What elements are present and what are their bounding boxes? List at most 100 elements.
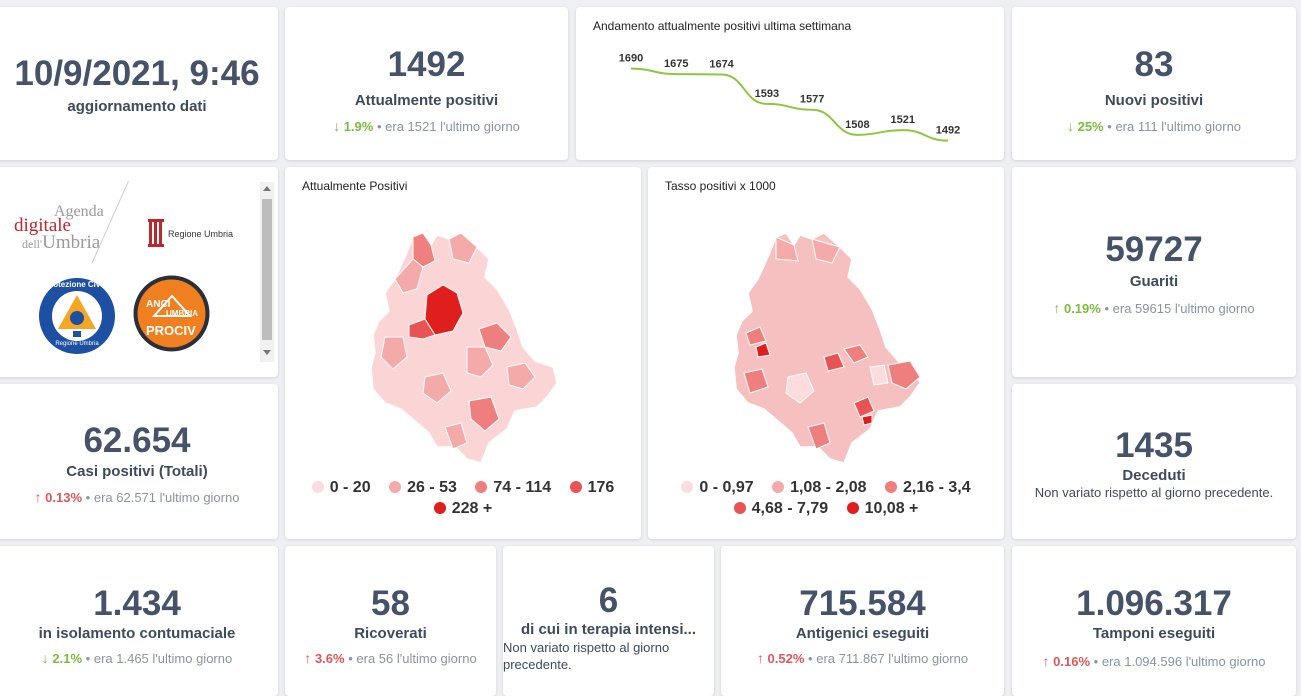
kpi-change: ↑ 0.16% • era 1.094.596 l'ultimo giorno <box>1012 653 1296 669</box>
kpi-value: 1492 <box>387 45 466 84</box>
arrow-down-icon: ↓ <box>1066 118 1074 134</box>
protezione-civile-logo[interactable]: Protezione Civile Regione Umbria <box>38 277 116 355</box>
legend-dot <box>681 481 694 493</box>
kpi-value: 1.434 <box>93 584 181 623</box>
trend-line-chart: 1690 1675 1674 1593 1577 1508 1521 1492 <box>619 53 960 142</box>
scroll-down-icon[interactable] <box>263 350 271 355</box>
kpi-period: l'ultimo giorno <box>440 119 520 134</box>
update-label: aggiornamento dati <box>67 98 207 115</box>
kpi-change: ↓ 2.1% • era 1.465 l'ultimo giorno <box>0 650 278 666</box>
kpi-attualmente-positivi[interactable]: 1492 Attualmente positivi ↓ 1.9% • era 1… <box>285 7 568 160</box>
legend-item[interactable]: 74 - 114 <box>475 477 551 498</box>
anci-umbria-prociv-logo[interactable]: ANCI UMBRIA PROCIV <box>132 274 211 353</box>
legend-item[interactable]: 176 <box>569 477 614 498</box>
kpi-value: 1435 <box>1115 426 1193 465</box>
arrow-up-icon: ↑ <box>304 650 312 666</box>
kpi-note: Non variato rispetto al giorno precedent… <box>1034 485 1274 500</box>
kpi-terapia-intensiva[interactable]: 6 di cui in terapia intensi... Non varia… <box>503 546 714 696</box>
kpi-prev: era 1.465 <box>93 651 149 666</box>
bullet-icon: • <box>1104 301 1110 316</box>
logos-scrollbar[interactable] <box>260 182 274 362</box>
legend-item[interactable]: 2,16 - 3,4 <box>885 477 971 498</box>
kpi-pct: 1.9% <box>343 119 374 134</box>
kpi-nuovi-positivi[interactable]: 83 Nuovi positivi ↓ 25% • era 111 l'ulti… <box>1012 7 1296 160</box>
trend-data-label: 1492 <box>936 125 960 137</box>
map-title: Tasso positivi x 1000 <box>665 179 776 193</box>
legend-item[interactable]: 26 - 53 <box>389 477 457 498</box>
legend-dot <box>389 481 402 493</box>
kpi-value: 59727 <box>1105 230 1203 269</box>
arrow-up-icon: ↑ <box>1053 300 1061 316</box>
arrow-up-icon: ↑ <box>1042 653 1050 669</box>
kpi-guariti[interactable]: 59727 Guariti ↑ 0.19% • era 59615 l'ulti… <box>1012 167 1296 377</box>
protezione-civile-emblem-icon <box>39 278 115 354</box>
bullet-icon: • <box>348 651 353 666</box>
umbria-choropleth-map[interactable] <box>285 197 641 497</box>
legend-item[interactable]: 4,68 - 7,79 <box>733 498 828 519</box>
kpi-deceduti[interactable]: 1435 Deceduti Non variato rispetto al gi… <box>1012 384 1296 539</box>
kpi-label: Guariti <box>1129 273 1179 290</box>
kpi-casi-totali[interactable]: 62.654 Casi positivi (Totali) ↑ 0.13% • … <box>0 384 278 539</box>
trend-chart-card: Andamento attualmente positivi ultima se… <box>576 7 1004 160</box>
kpi-change: ↓ 25% • era 111 l'ultimo giorno <box>1012 118 1296 134</box>
kpi-antigenici[interactable]: 715.584 Antigenici eseguiti ↑ 0.52% • er… <box>721 546 1004 696</box>
kpi-label: Casi positivi (Totali) <box>66 463 208 480</box>
kpi-pct: 0.52% <box>767 651 805 666</box>
legend-item[interactable]: 228 + <box>433 498 492 519</box>
arrow-up-icon: ↑ <box>34 489 42 505</box>
map-attualmente-positivi-card: Attualmente Positivi 0 - 20 26 - 53 74 -… <box>285 167 641 539</box>
kpi-prev: era 1.094.596 <box>1101 654 1183 669</box>
kpi-label: Ricoverati <box>354 625 427 642</box>
kpi-period: l'ultimo giorno <box>396 651 477 666</box>
bullet-icon: • <box>1107 119 1112 134</box>
update-datetime: 10/9/2021, 9:46 <box>14 54 260 93</box>
legend-dot <box>885 481 898 493</box>
kpi-prev: era 62.571 <box>93 490 157 505</box>
update-card: 10/9/2021, 9:46 aggiornamento dati <box>0 7 278 160</box>
trend-data-label: 1593 <box>755 88 779 100</box>
kpi-pct: 0.13% <box>45 490 83 505</box>
kpi-isolamento[interactable]: 1.434 in isolamento contumaciale ↓ 2.1% … <box>0 546 278 696</box>
kpi-label: di cui in terapia intensi... <box>520 621 697 638</box>
kpi-label: Nuovi positivi <box>1104 92 1204 109</box>
regione-umbria-logo[interactable]: Regione Umbria <box>148 219 243 249</box>
trend-data-label: 1521 <box>890 114 914 126</box>
agenda-digitale-logo[interactable]: Agenda digitale dell'Umbria <box>14 203 104 253</box>
map-legend: 0 - 0,97 1,08 - 2,08 2,16 - 3,4 4,68 - 7… <box>648 477 1004 519</box>
trend-data-label: 1577 <box>800 94 824 106</box>
trend-data-label: 1508 <box>845 119 869 131</box>
kpi-ricoverati[interactable]: 58 Ricoverati ↑ 3.6% • era 56 l'ultimo g… <box>285 546 496 696</box>
umbria-rate-choropleth-map[interactable] <box>648 197 1004 497</box>
kpi-pct: 2.1% <box>52 651 83 666</box>
trend-chart-title: Andamento attualmente positivi ultima se… <box>593 19 852 33</box>
kpi-note: Non variato rispetto al giorno precedent… <box>503 640 670 672</box>
kpi-value: 58 <box>371 584 410 623</box>
kpi-value: 62.654 <box>83 421 191 460</box>
kpi-value: 83 <box>1134 45 1174 84</box>
legend-item[interactable]: 1,08 - 2,08 <box>772 477 867 498</box>
trend-series-line <box>630 67 949 142</box>
kpi-change: ↑ 0.13% • era 62.571 l'ultimo giorno <box>0 489 278 505</box>
kpi-change: ↑ 0.52% • era 711.867 l'ultimo giorno <box>721 650 1004 666</box>
kpi-value: 6 <box>598 581 619 620</box>
legend-dot <box>846 502 859 514</box>
map-title: Attualmente Positivi <box>302 179 408 193</box>
kpi-tamponi[interactable]: 1.096.317 Tamponi eseguiti ↑ 0.16% • era… <box>1012 546 1296 696</box>
bullet-icon: • <box>1093 654 1099 669</box>
kpi-label: Attualmente positivi <box>354 92 499 109</box>
scroll-thumb[interactable] <box>262 199 272 340</box>
kpi-label: Deceduti <box>1122 467 1186 484</box>
anci-prociv-emblem-icon <box>133 275 210 352</box>
map-tasso-card: Tasso positivi x 1000 0 - 0,97 1,08 - 2,… <box>648 167 1004 539</box>
kpi-pct: 0.19% <box>1063 301 1101 316</box>
kpi-prev: era 711.867 <box>816 651 885 666</box>
kpi-prev: era 59615 <box>1112 301 1172 316</box>
kpi-prev: era 1521 <box>385 119 437 134</box>
legend-item[interactable]: 0 - 0,97 <box>681 477 754 498</box>
legend-item[interactable]: 10,08 + <box>846 498 918 519</box>
kpi-pct: 25% <box>1077 119 1104 134</box>
legend-dot <box>311 481 324 493</box>
legend-dot <box>733 502 746 514</box>
scroll-up-icon[interactable] <box>263 186 271 191</box>
legend-item[interactable]: 0 - 20 <box>311 477 371 498</box>
